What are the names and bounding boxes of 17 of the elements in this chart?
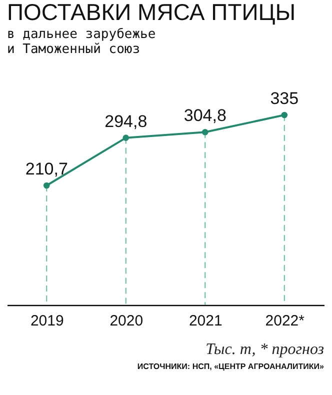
- x-tick-label: 2020: [110, 312, 144, 330]
- point: [122, 134, 130, 141]
- text: ИСТОЧНИКИ: НСП, «ЦЕНТР АГРОАНАЛИТИКИ»: [137, 362, 325, 371]
- text: Тыс. т, * прогноз: [206, 341, 324, 358]
- point: [202, 128, 208, 136]
- x-tick-label: 2021: [188, 312, 222, 330]
- text: в дальнее зарубежье: [7, 27, 156, 42]
- text: и Таможенный союз: [7, 42, 140, 57]
- x-tick-label: 2019: [30, 312, 64, 330]
- chart-title: ПОСТАВКИ МЯСА ПТИЦЫ: [7, 0, 296, 25]
- data-label: 210,7: [25, 160, 68, 178]
- point: [281, 112, 288, 118]
- point: [43, 182, 50, 189]
- data-label: 294,8: [104, 112, 148, 131]
- data-label: 304,8: [184, 106, 226, 126]
- x-tick-label: 2022*: [265, 312, 305, 330]
- data-label: 335: [270, 89, 299, 108]
